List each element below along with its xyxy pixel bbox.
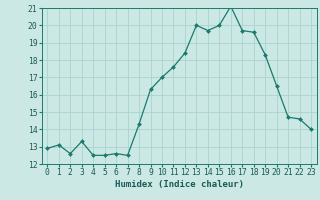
X-axis label: Humidex (Indice chaleur): Humidex (Indice chaleur) [115,180,244,189]
